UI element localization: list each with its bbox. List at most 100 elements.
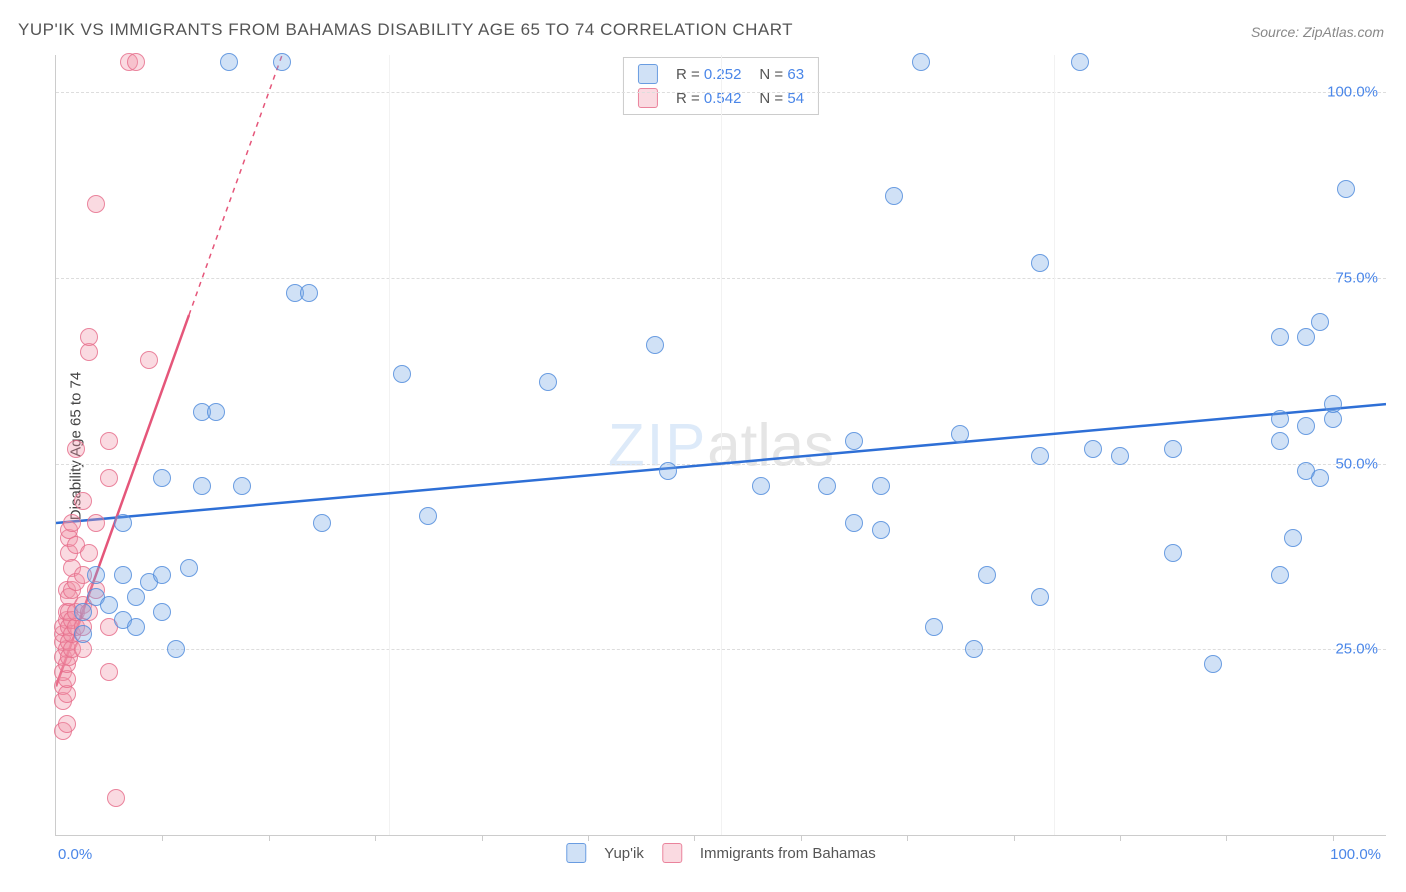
scatter-point: [127, 53, 145, 71]
x-tick-mark: [162, 835, 163, 841]
scatter-point: [872, 521, 890, 539]
x-tick-mark: [907, 835, 908, 841]
scatter-point: [1337, 180, 1355, 198]
scatter-point: [167, 640, 185, 658]
scatter-point: [1111, 447, 1129, 465]
chart-container: YUP'IK VS IMMIGRANTS FROM BAHAMAS DISABI…: [0, 0, 1406, 892]
scatter-point: [74, 603, 92, 621]
scatter-point: [659, 462, 677, 480]
scatter-point: [818, 477, 836, 495]
scatter-point: [845, 514, 863, 532]
scatter-point: [1084, 440, 1102, 458]
scatter-point: [752, 477, 770, 495]
scatter-point: [1311, 469, 1329, 487]
scatter-point: [1164, 440, 1182, 458]
scatter-point: [1297, 417, 1315, 435]
scatter-point: [87, 566, 105, 584]
scatter-point: [978, 566, 996, 584]
scatter-point: [127, 618, 145, 636]
scatter-point: [1297, 328, 1315, 346]
x-tick-mark: [1014, 835, 1015, 841]
source-attribution: Source: ZipAtlas.com: [1251, 24, 1384, 40]
scatter-point: [1271, 566, 1289, 584]
scatter-point: [100, 469, 118, 487]
swatch-pink-icon: [638, 88, 658, 108]
scatter-point: [153, 603, 171, 621]
legend-label-2: Immigrants from Bahamas: [700, 845, 876, 862]
x-tick-mark: [588, 835, 589, 841]
x-tick-max: 100.0%: [1330, 846, 1381, 863]
scatter-point: [1204, 655, 1222, 673]
scatter-point: [845, 432, 863, 450]
scatter-point: [419, 507, 437, 525]
series-legend: Yup'ik Immigrants from Bahamas: [566, 843, 875, 863]
scatter-point: [153, 566, 171, 584]
scatter-point: [114, 514, 132, 532]
scatter-point: [1164, 544, 1182, 562]
x-tick-mark: [375, 835, 376, 841]
scatter-point: [193, 477, 211, 495]
gridline-v: [389, 55, 390, 835]
scatter-point: [1071, 53, 1089, 71]
scatter-point: [67, 440, 85, 458]
scatter-point: [872, 477, 890, 495]
scatter-point: [300, 284, 318, 302]
y-tick-label: 50.0%: [1335, 455, 1378, 472]
scatter-point: [273, 53, 291, 71]
legend-swatch-pink-icon: [662, 843, 682, 863]
scatter-point: [207, 403, 225, 421]
y-tick-label: 100.0%: [1327, 84, 1378, 101]
scatter-point: [313, 514, 331, 532]
x-tick-mark: [1333, 835, 1334, 841]
plot-area: ZIPatlas 0.0% 100.0% R = 0.252 N = 63 R …: [55, 55, 1386, 836]
scatter-point: [127, 588, 145, 606]
gridline-v: [1054, 55, 1055, 835]
scatter-point: [180, 559, 198, 577]
legend-swatch-blue-icon: [566, 843, 586, 863]
scatter-point: [925, 618, 943, 636]
scatter-point: [220, 53, 238, 71]
x-tick-min: 0.0%: [58, 846, 92, 863]
scatter-point: [58, 715, 76, 733]
scatter-point: [539, 373, 557, 391]
chart-title: YUP'IK VS IMMIGRANTS FROM BAHAMAS DISABI…: [18, 20, 793, 40]
x-tick-mark: [269, 835, 270, 841]
x-tick-mark: [801, 835, 802, 841]
scatter-point: [80, 328, 98, 346]
scatter-point: [140, 351, 158, 369]
scatter-point: [1031, 254, 1049, 272]
scatter-point: [100, 432, 118, 450]
scatter-point: [153, 469, 171, 487]
scatter-point: [885, 187, 903, 205]
y-tick-label: 25.0%: [1335, 641, 1378, 658]
scatter-point: [965, 640, 983, 658]
scatter-point: [912, 53, 930, 71]
scatter-point: [233, 477, 251, 495]
scatter-point: [87, 514, 105, 532]
scatter-point: [1311, 313, 1329, 331]
x-tick-mark: [1226, 835, 1227, 841]
scatter-point: [80, 544, 98, 562]
scatter-point: [74, 625, 92, 643]
swatch-blue-icon: [638, 64, 658, 84]
x-tick-mark: [694, 835, 695, 841]
scatter-point: [107, 789, 125, 807]
scatter-point: [1324, 395, 1342, 413]
scatter-point: [1031, 447, 1049, 465]
scatter-point: [951, 425, 969, 443]
scatter-point: [1031, 588, 1049, 606]
x-tick-mark: [1120, 835, 1121, 841]
x-tick-mark: [482, 835, 483, 841]
scatter-point: [1271, 410, 1289, 428]
scatter-point: [100, 663, 118, 681]
scatter-point: [1271, 328, 1289, 346]
scatter-point: [87, 195, 105, 213]
scatter-point: [114, 566, 132, 584]
scatter-point: [74, 492, 92, 510]
scatter-point: [646, 336, 664, 354]
scatter-point: [1284, 529, 1302, 547]
scatter-point: [393, 365, 411, 383]
y-tick-label: 75.0%: [1335, 269, 1378, 286]
legend-label-1: Yup'ik: [604, 845, 644, 862]
scatter-point: [100, 596, 118, 614]
